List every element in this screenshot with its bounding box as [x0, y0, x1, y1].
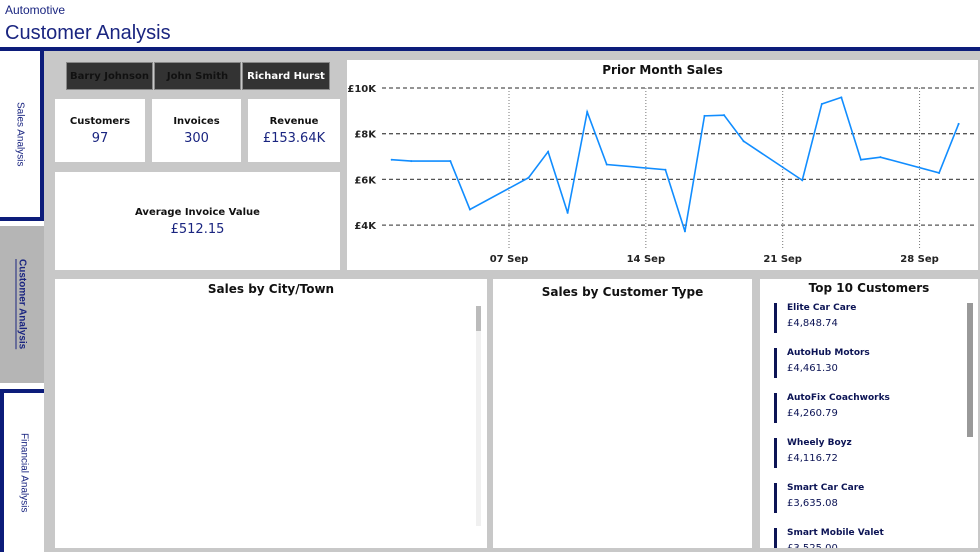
card-label: Average Invoice Value — [135, 207, 260, 218]
data-point — [449, 160, 452, 163]
top-customer-item: Wheely Boyz £4,116.72 — [774, 438, 852, 468]
nav-tab-label: Financial Analysis — [18, 432, 30, 513]
sales-by-city-panel: Sales by City/Town — [55, 279, 487, 548]
card-label: Customers — [69, 116, 131, 127]
customer-value: £4,461.30 — [787, 363, 838, 374]
customer-value: £4,848.74 — [787, 318, 838, 329]
data-point — [723, 114, 726, 117]
customer-name: Smart Car Care — [787, 483, 865, 493]
nav-tab-label: Customer Analysis — [16, 259, 28, 350]
top-customer-item: Elite Car Care £4,848.74 — [774, 303, 856, 333]
data-point — [586, 110, 589, 113]
customer-value: £3,525.00 — [787, 543, 884, 548]
sales-line — [391, 96, 960, 232]
slicer-john-smith[interactable]: John Smith — [154, 62, 241, 90]
top-customer-item: AutoFix Coachworks £4,260.79 — [774, 393, 890, 423]
customer-name: AutoFix Coachworks — [787, 393, 890, 403]
scrollbar[interactable] — [476, 306, 481, 526]
data-point — [957, 122, 960, 125]
x-tick-label: 07 Sep — [490, 254, 529, 265]
data-point — [703, 114, 706, 117]
data-point — [527, 176, 530, 179]
data-point — [859, 158, 862, 161]
panel-title: Top 10 Customers — [808, 281, 930, 295]
data-point — [547, 150, 550, 153]
customer-name: AutoHub Motors — [787, 348, 870, 358]
card-label: Revenue — [269, 116, 319, 127]
data-point — [605, 163, 608, 166]
data-point — [820, 102, 823, 105]
slicer-richard-hurst[interactable]: Richard Hurst — [242, 62, 330, 90]
top-10-customers-panel: Top 10 Customers Elite Car Care £4,848.74… — [760, 279, 978, 548]
data-point — [410, 160, 413, 163]
data-point — [468, 208, 471, 211]
customer-value: £3,635.08 — [787, 498, 838, 509]
header-divider — [0, 47, 980, 51]
nav-tab-label: Sales Analysis — [14, 101, 26, 167]
scrollbar-thumb[interactable] — [967, 303, 973, 437]
revenue-card: Revenue £153.64K — [248, 99, 340, 162]
data-point — [742, 140, 745, 143]
app-name: Automotive — [5, 3, 66, 17]
data-point — [938, 171, 941, 174]
avg-invoice-card: Average Invoice Value £512.15 — [55, 172, 340, 270]
slicer-barry-johnson[interactable]: Barry Johnson — [66, 62, 153, 90]
data-point — [840, 96, 843, 99]
customers-card: Customers 97 — [55, 99, 145, 162]
top-customer-item: Smart Car Care £3,635.08 — [774, 483, 864, 513]
nav-tab-customer-analysis[interactable]: Customer Analysis — [0, 226, 44, 383]
chart-title: Prior Month Sales — [602, 63, 723, 77]
nav-tab-sales-analysis[interactable]: Sales Analysis — [0, 51, 44, 221]
y-tick-label: £10K — [347, 84, 377, 95]
x-tick-label: 21 Sep — [763, 254, 802, 265]
invoices-card: Invoices 300 — [152, 99, 241, 162]
top-customer-item: Smart Mobile Valet £3,525.00 — [774, 528, 884, 548]
customer-value: £4,260.79 — [787, 408, 838, 419]
y-tick-label: £4K — [354, 221, 377, 232]
data-point — [664, 168, 667, 171]
page-title: Customer Analysis — [5, 22, 171, 44]
card-value: 97 — [91, 131, 109, 146]
chart-title: Sales by City/Town — [207, 282, 335, 296]
data-point — [801, 179, 804, 182]
customer-value: £4,116.72 — [787, 453, 838, 464]
card-value: 300 — [184, 131, 209, 146]
card-label: Invoices — [173, 116, 220, 127]
card-value: £153.64K — [262, 131, 326, 146]
y-tick-label: £8K — [354, 130, 377, 141]
sales-by-customer-type-panel: Sales by Customer Type — [493, 279, 752, 548]
x-tick-label: 28 Sep — [900, 254, 939, 265]
top-customer-item: AutoHub Motors £4,461.30 — [774, 348, 870, 378]
data-point — [683, 230, 686, 233]
y-tick-label: £6K — [354, 175, 377, 186]
chart-title: Sales by Customer Type — [541, 285, 704, 299]
customer-name: Smart Mobile Valet — [787, 528, 884, 538]
data-point — [879, 156, 882, 159]
customer-name: Elite Car Care — [787, 303, 857, 313]
x-tick-label: 14 Sep — [627, 254, 666, 265]
scrollbar-thumb[interactable] — [476, 306, 481, 331]
data-point — [390, 158, 393, 161]
card-value: £512.15 — [170, 222, 225, 237]
customer-name: Wheely Boyz — [787, 438, 852, 448]
data-point — [566, 211, 569, 214]
nav-tab-financial-analysis[interactable]: Financial Analysis — [0, 389, 44, 552]
